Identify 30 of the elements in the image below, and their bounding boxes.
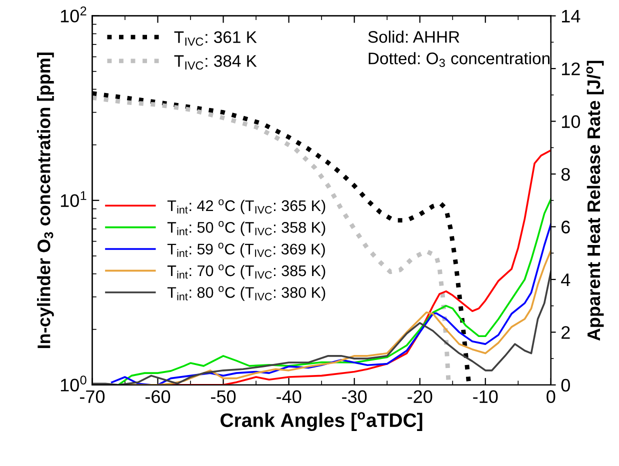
y-tick-label: 10$^{1}$ [60,191,86,207]
y2-tick-label: 6 [562,220,570,234]
y2-tick-label: 10 [562,115,580,128]
x-tick-label: -40 [276,390,302,404]
y2-tick-label: 12 [562,62,580,76]
y2-tick-label: 8 [561,168,570,181]
legend-label: T$_{int}$: 70 $^{o}$C (T$_{IVC}$: 385 K) [167,264,326,280]
legend-label: T$_{int}$: 59 $^{o}$C (T$_{IVC}$: 369 K) [167,242,325,258]
legend-label: T$_{IVC}$: 384 K [174,55,257,70]
x-tick-label: -50 [211,390,236,404]
x-tick-label: -30 [342,390,367,404]
y2-tick-label: 0 [561,378,570,392]
y2-tick-label: 14 [562,10,580,22]
x-tick-label: -20 [408,390,432,404]
x-tick-label: -10 [473,390,498,404]
annotation: Solid: AHHR Dotted: O$_{3}$ concentration [368,30,550,68]
y2-tick-label: 2 [562,326,570,339]
legend-label: T$_{int}$: 80 $^{o}$C (T$_{IVC}$: 380 K) [167,286,326,301]
legend-label: T$_{int}$: 42 $^{o}$C (T$_{IVC}$: 365 K) [167,199,326,214]
y2-axis-title: Apparent Heat Release Rate [J/$^{o}$] [586,60,604,341]
x-tick-label: 0 [546,390,556,404]
y-tick-label: 10$^{2}$ [60,6,86,22]
y-axis-title: In-cylinder O$_{3}$ concentration [ppm] [37,52,54,348]
x-axis-title: Crank Angles [$^{o}$aTDC] [220,412,422,432]
legend-label: T$_{IVC}$: 361 K [174,31,257,46]
legend-label: T$_{int}$: 50 $^{o}$C (T$_{IVC}$: 358 K) [167,221,326,236]
x-tick-label: -60 [146,390,170,404]
y-tick-label: 10$^{0}$ [60,376,86,392]
y2-tick-label: 4 [561,274,570,286]
x-tick-label: -70 [80,390,105,404]
